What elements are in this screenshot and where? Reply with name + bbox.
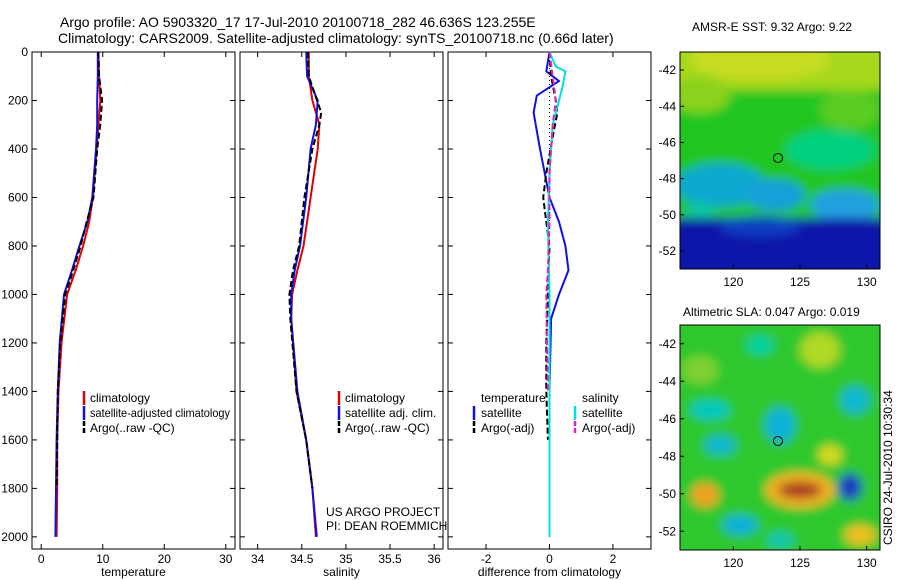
y-tick-label: -52 bbox=[659, 244, 677, 258]
temperature-panel: 0 10 20 30 0 200 400 600 800 1000 1200 1400 1600 1800… bbox=[1, 45, 236, 579]
legend-label-sal-argo: Argo(-adj) bbox=[582, 421, 635, 435]
y-tick-label: -50 bbox=[659, 487, 677, 501]
series-line bbox=[546, 51, 567, 537]
legend-label-argo: Argo(..raw -QC) bbox=[90, 421, 175, 435]
sla-map-title: Altimetric SLA: 0.047 Argo: 0.019 bbox=[683, 305, 860, 319]
y-tick-label: 1400 bbox=[1, 384, 28, 398]
argo-position-marker bbox=[773, 436, 783, 446]
project-line2: PI: DEAN ROEMMICH bbox=[326, 519, 447, 533]
y-tick-label: -48 bbox=[659, 172, 677, 186]
x-tick-label: 130 bbox=[857, 275, 877, 289]
y-tick-label: 600 bbox=[8, 190, 28, 204]
y-tick-label: 1000 bbox=[1, 287, 28, 301]
project-line1: US ARGO PROJECT bbox=[326, 505, 441, 519]
x-tick-label: 120 bbox=[723, 556, 743, 570]
x-tick-label: 34.5 bbox=[290, 552, 314, 566]
x-tick-label: 35 bbox=[339, 552, 353, 566]
x-tick-label: -2 bbox=[481, 552, 492, 566]
sla-map-ticks: 120 125 130 -42 -44 -46 -48 -50 -52 bbox=[659, 337, 877, 570]
y-tick-label: -52 bbox=[659, 524, 677, 538]
y-tick-label: -42 bbox=[659, 337, 677, 351]
x-tick-label: 36 bbox=[427, 552, 441, 566]
sst-map bbox=[680, 52, 880, 269]
y-tick-label: 200 bbox=[8, 93, 28, 107]
y-tick-label: 1800 bbox=[1, 481, 28, 495]
y-tick-label: -50 bbox=[659, 208, 677, 222]
legend-label-argo: Argo(..raw -QC) bbox=[345, 421, 430, 435]
y-tick-label: 0 bbox=[21, 45, 28, 59]
legend-label-temp-argo: Argo(-adj) bbox=[481, 421, 534, 435]
figure-title-line1: Argo profile: AO 5903320_17 17-Jul-2010 … bbox=[60, 14, 536, 30]
legend-header-salinity: salinity bbox=[582, 391, 619, 405]
salinity-legend: climatology satellite adj. clim. Argo(..… bbox=[337, 391, 436, 435]
x-tick-label: 2 bbox=[610, 552, 617, 566]
y-tick-label: -44 bbox=[659, 99, 677, 113]
y-tick-label: 1200 bbox=[1, 336, 28, 350]
y-tick-label: -48 bbox=[659, 449, 677, 463]
y-tick-label: -46 bbox=[659, 135, 677, 149]
sst-map-title: AMSR-E SST: 9.32 Argo: 9.22 bbox=[692, 20, 852, 34]
temperature-legend: climatology satellite-adjusted climatolo… bbox=[82, 391, 230, 435]
x-tick-label: 0 bbox=[38, 552, 45, 566]
y-tick-label: -44 bbox=[659, 374, 677, 388]
y-tick-label: 2000 bbox=[1, 530, 28, 544]
x-tick-label: 125 bbox=[790, 556, 810, 570]
sst-map-ticks: 120 125 130 -42 -44 -46 -48 -50 -52 bbox=[659, 63, 877, 289]
x-axis-label: temperature bbox=[101, 565, 166, 579]
x-tick-label: 130 bbox=[857, 556, 877, 570]
sla-map bbox=[680, 325, 880, 550]
x-tick-label: 20 bbox=[158, 552, 172, 566]
legend-label-climatology: climatology bbox=[345, 391, 405, 405]
legend-label-climatology: climatology bbox=[90, 391, 150, 405]
x-tick-label: 120 bbox=[723, 275, 743, 289]
argo-position-marker bbox=[773, 153, 783, 163]
y-tick-label: 400 bbox=[8, 142, 28, 156]
legend-label-temp-satellite: satellite bbox=[481, 406, 522, 420]
x-tick-label: 35.5 bbox=[378, 552, 402, 566]
legend-label-satellite: satellite-adjusted climatology bbox=[90, 406, 230, 420]
x-tick-label: 34 bbox=[251, 552, 265, 566]
series-line bbox=[54, 52, 99, 537]
sla-map-frame bbox=[679, 324, 881, 551]
series-line bbox=[55, 51, 104, 489]
x-tick-label: 30 bbox=[219, 552, 233, 566]
legend-label-satellite: satellite adj. clim. bbox=[345, 406, 436, 420]
sst-map-frame bbox=[679, 51, 881, 270]
plot-frame bbox=[239, 51, 444, 550]
difference-legend: temperature salinity satellite Argo(-adj… bbox=[472, 391, 635, 435]
y-tick-label: -46 bbox=[659, 412, 677, 426]
plot-frame bbox=[31, 51, 236, 550]
x-axis-label: difference from climatology bbox=[478, 565, 621, 579]
series-line bbox=[288, 51, 323, 489]
series-line bbox=[545, 51, 557, 392]
x-tick-label: 125 bbox=[790, 275, 810, 289]
x-tick-label: 0 bbox=[546, 552, 553, 566]
x-tick-label: 10 bbox=[96, 552, 110, 566]
salinity-panel: 34 34.5 35 35.5 36 salinity bbox=[239, 51, 444, 579]
figure-title-line2: Climatology: CARS2009. Satellite-adjuste… bbox=[58, 30, 614, 46]
credit-text: CSIRO 24-Jul-2010 10:30:34 bbox=[881, 390, 895, 545]
series-line bbox=[290, 51, 319, 537]
y-tick-label: 800 bbox=[8, 239, 28, 253]
y-tick-label: 1600 bbox=[1, 433, 28, 447]
legend-header-temperature: temperature bbox=[481, 391, 546, 405]
x-axis-label: salinity bbox=[323, 565, 360, 579]
legend-label-sal-satellite: satellite bbox=[582, 406, 623, 420]
y-tick-label: -42 bbox=[659, 63, 677, 77]
